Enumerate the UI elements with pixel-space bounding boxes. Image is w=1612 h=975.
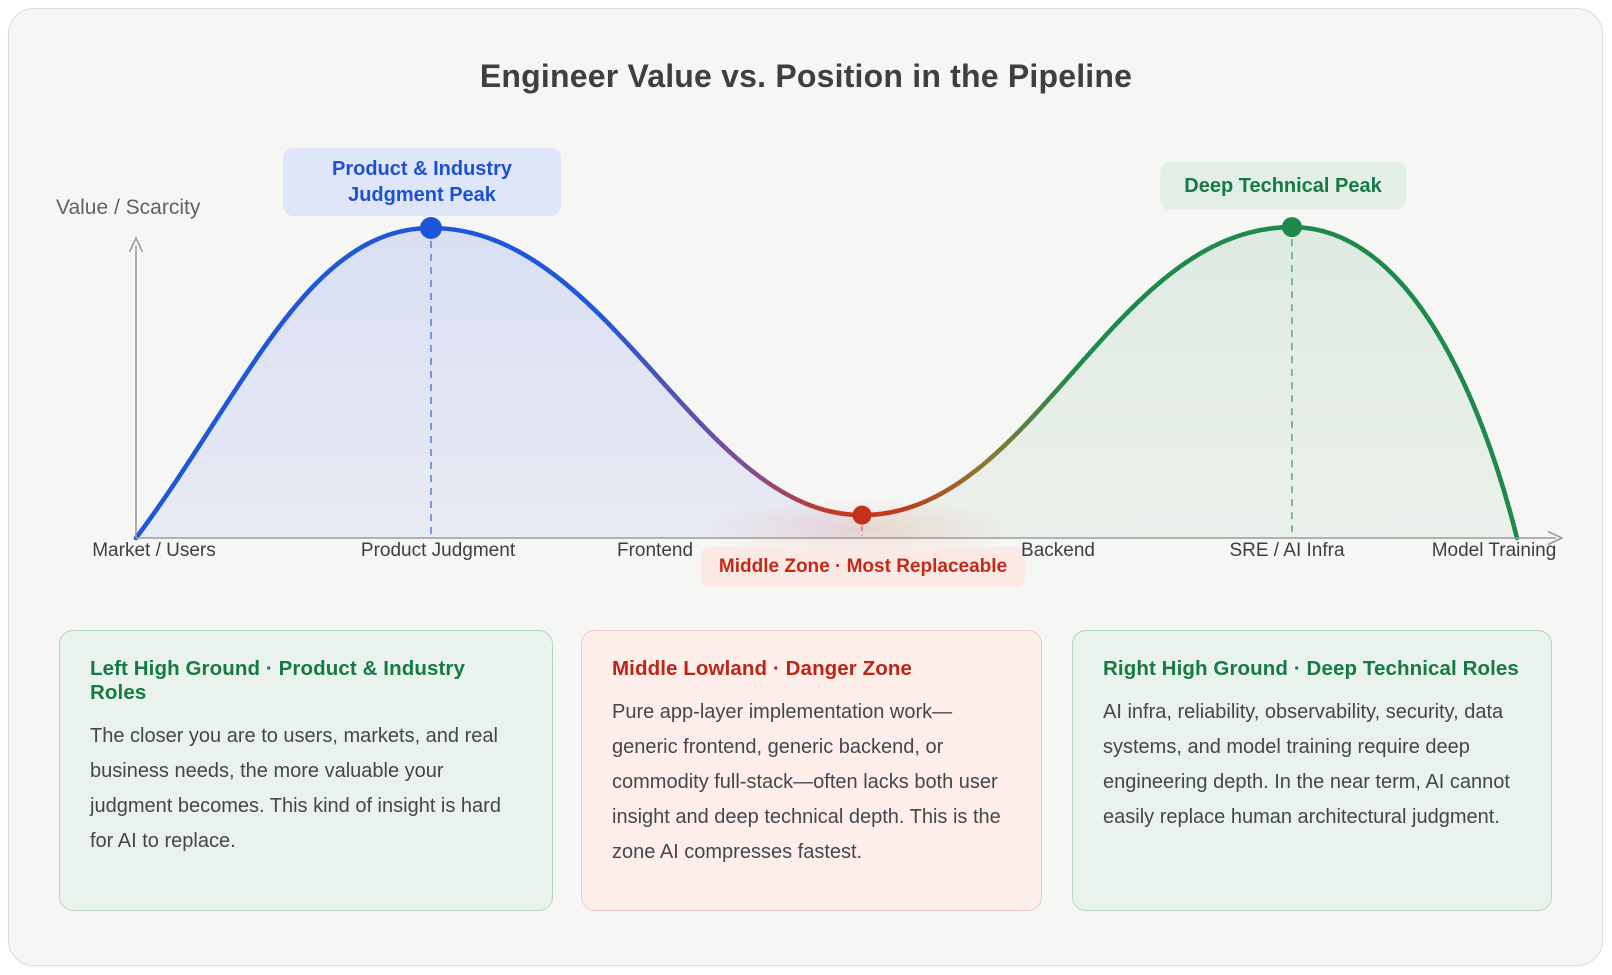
card-middle-lowland-title: Middle Lowland · Danger Zone: [612, 657, 913, 680]
x-tick-product-judgment: Product Judgment: [360, 540, 516, 561]
x-tick-market-users: Market / Users: [92, 540, 216, 561]
x-tick-frontend: Frontend: [616, 540, 694, 561]
valley-point: [852, 505, 872, 525]
x-tick-model-training: Model Training: [1431, 540, 1557, 561]
left-peak-area-fill: [136, 228, 862, 538]
card-left-high-ground: Left High Ground · Product & Industry Ro…: [59, 630, 553, 911]
y-axis-label: Value / Scarcity: [56, 196, 201, 219]
card-right-high-ground: Right High Ground · Deep Technical Roles…: [1072, 630, 1552, 911]
card-right-high-ground-body: AI infra, reliability, observability, se…: [1103, 701, 1510, 828]
chart-title: Engineer Value vs. Position in the Pipel…: [479, 58, 1133, 94]
card-right-high-ground-title: Right High Ground · Deep Technical Roles: [1103, 657, 1519, 680]
card-middle-lowland-body: Pure app-layer implementation work—gener…: [612, 701, 1001, 863]
card-left-high-ground-body: The closer you are to users, markets, an…: [90, 725, 501, 852]
y-axis-arrow-icon: [128, 236, 144, 253]
x-axis-arrow-icon: [1547, 530, 1564, 546]
right-peak-point: [1281, 217, 1302, 238]
x-tick-sre-ai-infra: SRE / AI Infra: [1229, 540, 1345, 561]
right-peak-area-fill: [862, 227, 1517, 538]
card-left-high-ground-title: Left High Ground · Product & Industry Ro…: [90, 657, 465, 704]
right-peak-label: Deep Technical Peak: [1160, 162, 1406, 210]
left-peak-label: Product & Industry Judgment Peak: [283, 148, 561, 216]
card-middle-lowland: Middle Lowland · Danger Zone Pure app-la…: [581, 630, 1042, 911]
x-tick-backend: Backend: [1021, 540, 1095, 561]
middle-zone-label: Middle Zone · Most Replaceable: [700, 547, 1026, 587]
left-peak-point: [420, 217, 442, 239]
